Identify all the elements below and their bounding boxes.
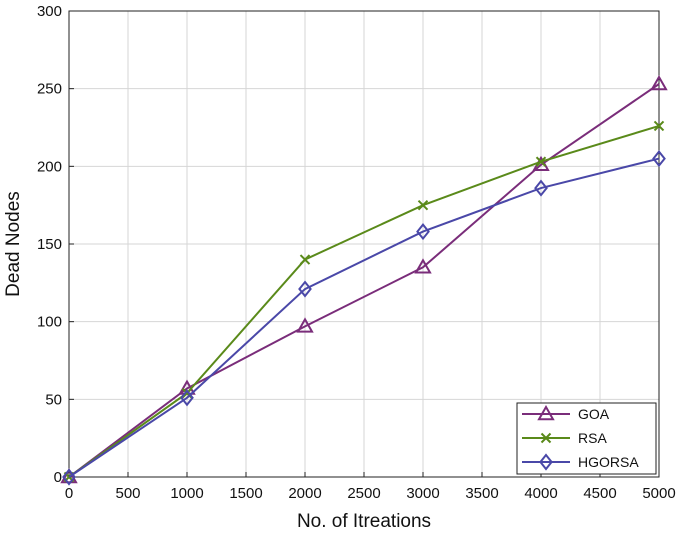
legend: GOA RSA HGORSA <box>516 402 657 475</box>
y-tick-label: 300 <box>37 3 62 20</box>
x-tick-label: 2500 <box>347 485 380 502</box>
x-tick-label: 1500 <box>229 485 262 502</box>
series-layer <box>60 74 668 486</box>
data-point-hgorsa <box>416 222 430 241</box>
data-point-hgorsa <box>298 280 312 298</box>
legend-label-goa: GOA <box>578 406 610 422</box>
x-tick-label: 3500 <box>465 485 498 502</box>
x-tick-label: 2000 <box>288 485 321 502</box>
x-axis-label: No. of Itreations <box>297 511 431 532</box>
y-tick-label: 0 <box>54 469 62 486</box>
y-tick-label: 150 <box>37 236 62 253</box>
marker-stroke <box>535 156 547 167</box>
series-line-goa <box>68 83 660 478</box>
marker-stroke <box>653 120 665 132</box>
data-point-hgorsa <box>62 468 76 486</box>
data-point-rsa <box>653 120 665 132</box>
data-point-goa <box>60 467 78 484</box>
y-axis-label: Dead Nodes <box>3 191 24 297</box>
legend-item-rsa: RSA <box>522 430 607 446</box>
legend-label-hgorsa: HGORSA <box>578 454 639 470</box>
data-point-hgorsa <box>180 389 194 407</box>
x-tick-label: 4500 <box>583 485 616 502</box>
y-tick-label: 50 <box>45 391 62 408</box>
series-line-rsa <box>68 124 660 478</box>
x-tick-label: 500 <box>115 485 140 502</box>
data-point-goa <box>296 317 314 333</box>
data-point-rsa <box>417 199 429 211</box>
legend-item-hgorsa: HGORSA <box>522 453 639 471</box>
data-point-goa <box>650 74 668 91</box>
series-line-hgorsa <box>68 157 660 478</box>
legend-marker-goa <box>537 404 555 421</box>
y-tick-label: 200 <box>37 158 62 175</box>
marker-stroke <box>299 254 311 265</box>
y-axis-ticks: 0 50 100 150 200 250 300 <box>37 3 74 486</box>
legend-marker-hgorsa <box>539 453 553 471</box>
x-tick-label: 4000 <box>524 485 557 502</box>
series-hgorsa <box>62 149 666 486</box>
legend-label-rsa: RSA <box>578 430 607 446</box>
x-tick-label: 3000 <box>406 485 439 502</box>
x-tick-label: 5000 <box>642 485 675 502</box>
legend-item-goa: GOA <box>522 404 610 422</box>
x-tick-label: 1000 <box>170 485 203 502</box>
x-tick-label: 0 <box>65 485 73 502</box>
y-tick-label: 100 <box>37 314 62 331</box>
y-tick-label: 250 <box>37 81 62 98</box>
data-point-goa <box>414 258 432 274</box>
data-point-hgorsa <box>652 149 666 168</box>
data-point-rsa <box>299 254 311 265</box>
marker-stroke <box>417 199 429 211</box>
x-axis-ticks: 0 500 1000 1500 2000 2500 3000 3500 4000 4500 5000 <box>65 472 676 502</box>
data-point-hgorsa <box>534 179 548 197</box>
marker-stroke <box>540 432 552 444</box>
legend-marker-rsa <box>540 432 552 444</box>
data-point-rsa <box>535 156 547 167</box>
